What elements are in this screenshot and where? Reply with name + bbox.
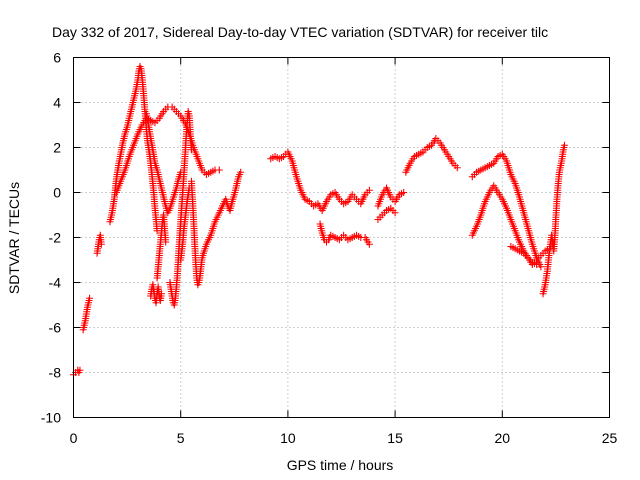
plot-frame xyxy=(73,57,610,418)
y-tick-label: 6 xyxy=(53,50,61,66)
y-tick-label: -4 xyxy=(49,275,62,291)
data-point xyxy=(453,164,461,172)
data-point xyxy=(537,263,545,271)
y-tick-label: 0 xyxy=(53,185,61,201)
y-axis-label: SDTVAR / TECUs xyxy=(6,182,22,294)
axis-tick-labels: 0 5 10 15 20 25 -10 -8 -6 -4 -2 0 2 4 6 xyxy=(41,50,618,447)
data-points xyxy=(70,63,568,379)
x-tick-label: 5 xyxy=(177,430,185,446)
x-tick-label: 20 xyxy=(495,430,511,446)
data-point xyxy=(162,238,170,246)
data-point xyxy=(215,166,223,174)
x-tick-label: 15 xyxy=(387,430,403,446)
y-tick-label: -2 xyxy=(49,230,62,246)
y-tick-label: -8 xyxy=(49,365,62,381)
chart-title: Day 332 of 2017, Sidereal Day-to-day VTE… xyxy=(52,24,548,40)
data-point xyxy=(365,186,373,194)
data-point xyxy=(187,146,195,154)
y-tick-label: 2 xyxy=(53,140,61,156)
y-tick-label: -6 xyxy=(49,320,62,336)
data-point xyxy=(560,141,568,149)
x-axis-label: GPS time / hours xyxy=(287,457,394,473)
y-tick-label: 4 xyxy=(53,95,61,111)
x-tick-label: 10 xyxy=(280,430,296,446)
data-point xyxy=(76,366,84,374)
y-tick-label: -10 xyxy=(41,410,61,426)
data-point xyxy=(400,189,408,196)
data-point xyxy=(157,290,165,298)
data-point xyxy=(97,240,105,248)
data-point xyxy=(365,240,373,248)
data-point xyxy=(86,294,94,302)
data-point xyxy=(391,209,399,217)
data-point xyxy=(237,168,245,176)
x-tick-label: 0 xyxy=(70,430,78,446)
x-tick-label: 25 xyxy=(602,430,618,446)
